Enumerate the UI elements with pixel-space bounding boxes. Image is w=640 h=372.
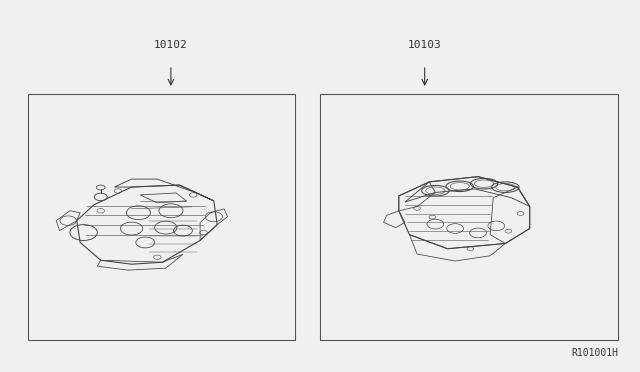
Text: R101001H: R101001H	[571, 348, 618, 358]
Bar	[320, 94, 618, 340]
Bar	[28, 94, 294, 340]
Text: 10102: 10102	[154, 41, 188, 51]
Text: 10103: 10103	[408, 41, 442, 51]
